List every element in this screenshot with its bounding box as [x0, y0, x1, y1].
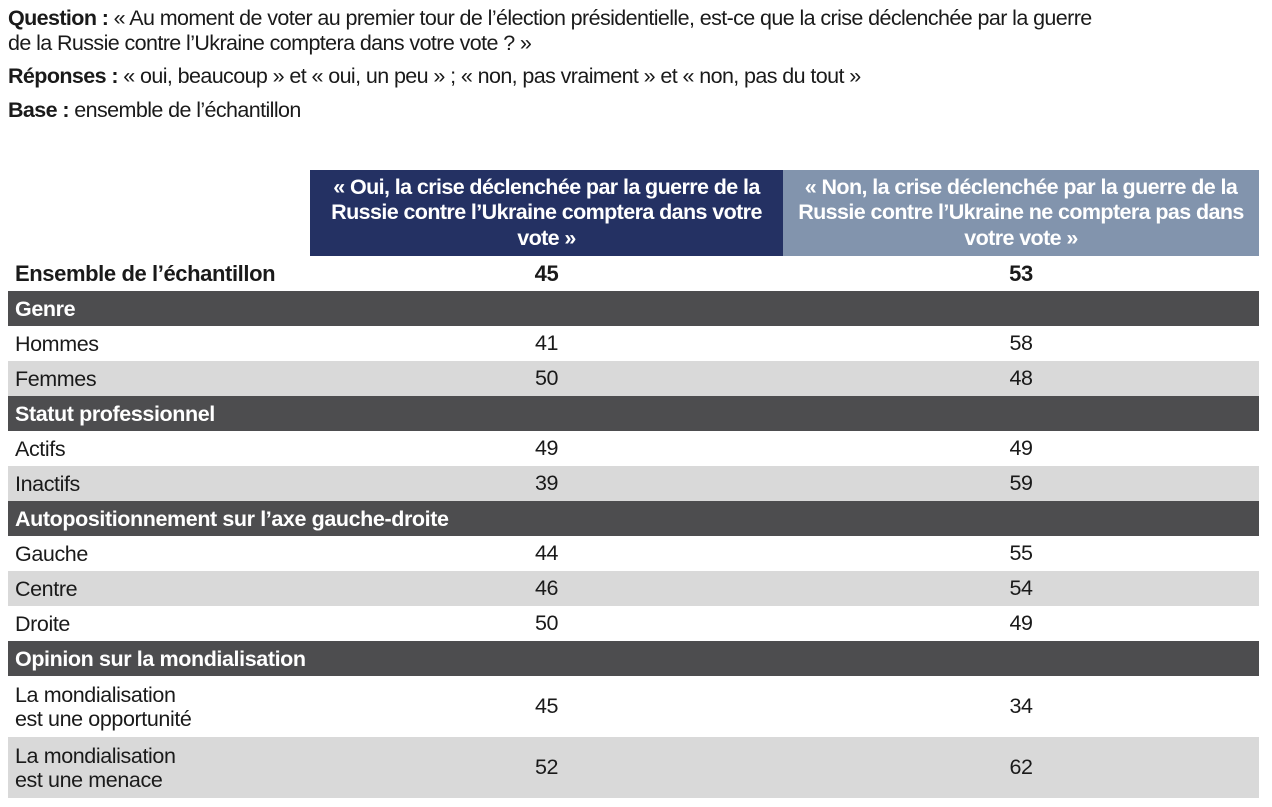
row-label: Actifs	[15, 436, 66, 461]
column-header-oui: « Oui, la crise déclenchée par la guerre…	[310, 170, 783, 256]
value-oui: 41	[534, 331, 559, 355]
section-header: Genre	[8, 291, 1259, 326]
section-title: Genre	[15, 296, 76, 321]
table-header: « Oui, la crise déclenchée par la guerre…	[8, 170, 1259, 256]
value-oui: 50	[534, 611, 559, 635]
value-non: 62	[1009, 755, 1033, 779]
row-label: La mondialisation est une opportunité	[15, 676, 192, 737]
value-oui: 45	[534, 694, 559, 718]
question-text: « Au moment de voter au premier tour de …	[108, 6, 1093, 30]
table-row: Femmes 50 48	[8, 361, 1259, 396]
value-oui: 49	[534, 436, 559, 460]
column-header-non: « Non, la crise déclenchée par la guerre…	[783, 170, 1259, 256]
question-line-2: de la Russie contre l’Ukraine comptera d…	[8, 31, 532, 56]
row-label-line-1: La mondialisation	[15, 682, 176, 707]
value-non: 55	[1009, 541, 1033, 565]
row-label: La mondialisation est une menace	[15, 737, 176, 798]
value-non: 49	[1009, 436, 1033, 460]
row-label-line-2: est une opportunité	[15, 706, 192, 731]
section-header: Statut professionnel	[8, 396, 1259, 431]
responses-label: Réponses :	[8, 64, 118, 88]
table-row: Hommes 41 58	[8, 326, 1259, 361]
question-line: Question : « Au moment de voter au premi…	[8, 6, 1092, 31]
row-label: Gauche	[15, 541, 88, 566]
table-row: Centre 46 54	[8, 571, 1259, 606]
row-label: Ensemble de l’échantillon	[15, 260, 276, 286]
row-label: Inactifs	[15, 471, 80, 496]
row-label: Femmes	[15, 366, 97, 391]
question-label: Question :	[8, 6, 109, 30]
row-label: Centre	[15, 576, 78, 601]
value-non: 53	[1009, 260, 1033, 286]
section-title: Statut professionnel	[15, 401, 215, 426]
section-header: Autopositionnement sur l’axe gauche-droi…	[8, 501, 1259, 536]
total-row: Ensemble de l’échantillon 45 53	[8, 256, 1259, 291]
table-row: Inactifs 39 59	[8, 466, 1259, 501]
row-label: Hommes	[15, 331, 99, 356]
base-line: Base : ensemble de l’échantillon	[8, 98, 301, 123]
value-oui: 45	[534, 260, 559, 286]
value-oui: 52	[534, 755, 559, 779]
base-text: ensemble de l’échantillon	[68, 98, 301, 122]
table-row: Gauche 44 55	[8, 536, 1259, 571]
value-non: 34	[1009, 694, 1033, 718]
table-row: La mondialisation est une menace 52 62	[8, 737, 1259, 798]
row-label: Droite	[15, 611, 70, 636]
value-non: 49	[1009, 611, 1033, 635]
table-row: La mondialisation est une opportunité 45…	[8, 676, 1259, 737]
value-oui: 46	[534, 576, 559, 600]
value-non: 48	[1009, 366, 1033, 390]
value-non: 58	[1009, 331, 1033, 355]
question-text-continued: de la Russie contre l’Ukraine comptera d…	[8, 31, 532, 55]
section-header: Opinion sur la mondialisation	[8, 641, 1259, 676]
row-label-line-2: est une menace	[15, 767, 163, 792]
results-table: « Oui, la crise déclenchée par la guerre…	[8, 170, 1259, 798]
table-row: Actifs 49 49	[8, 431, 1259, 466]
responses-line: Réponses : « oui, beaucoup » et « oui, u…	[8, 64, 861, 89]
value-oui: 50	[534, 366, 559, 390]
value-oui: 44	[534, 541, 559, 565]
value-oui: 39	[534, 471, 559, 495]
section-title: Opinion sur la mondialisation	[15, 646, 306, 671]
value-non: 54	[1009, 576, 1033, 600]
table-row: Droite 50 49	[8, 606, 1259, 641]
value-non: 59	[1009, 471, 1033, 495]
row-label-line-1: La mondialisation	[15, 743, 176, 768]
responses-text: « oui, beaucoup » et « oui, un peu » ; «…	[117, 64, 861, 88]
section-title: Autopositionnement sur l’axe gauche-droi…	[15, 506, 449, 531]
base-label: Base :	[8, 98, 70, 122]
